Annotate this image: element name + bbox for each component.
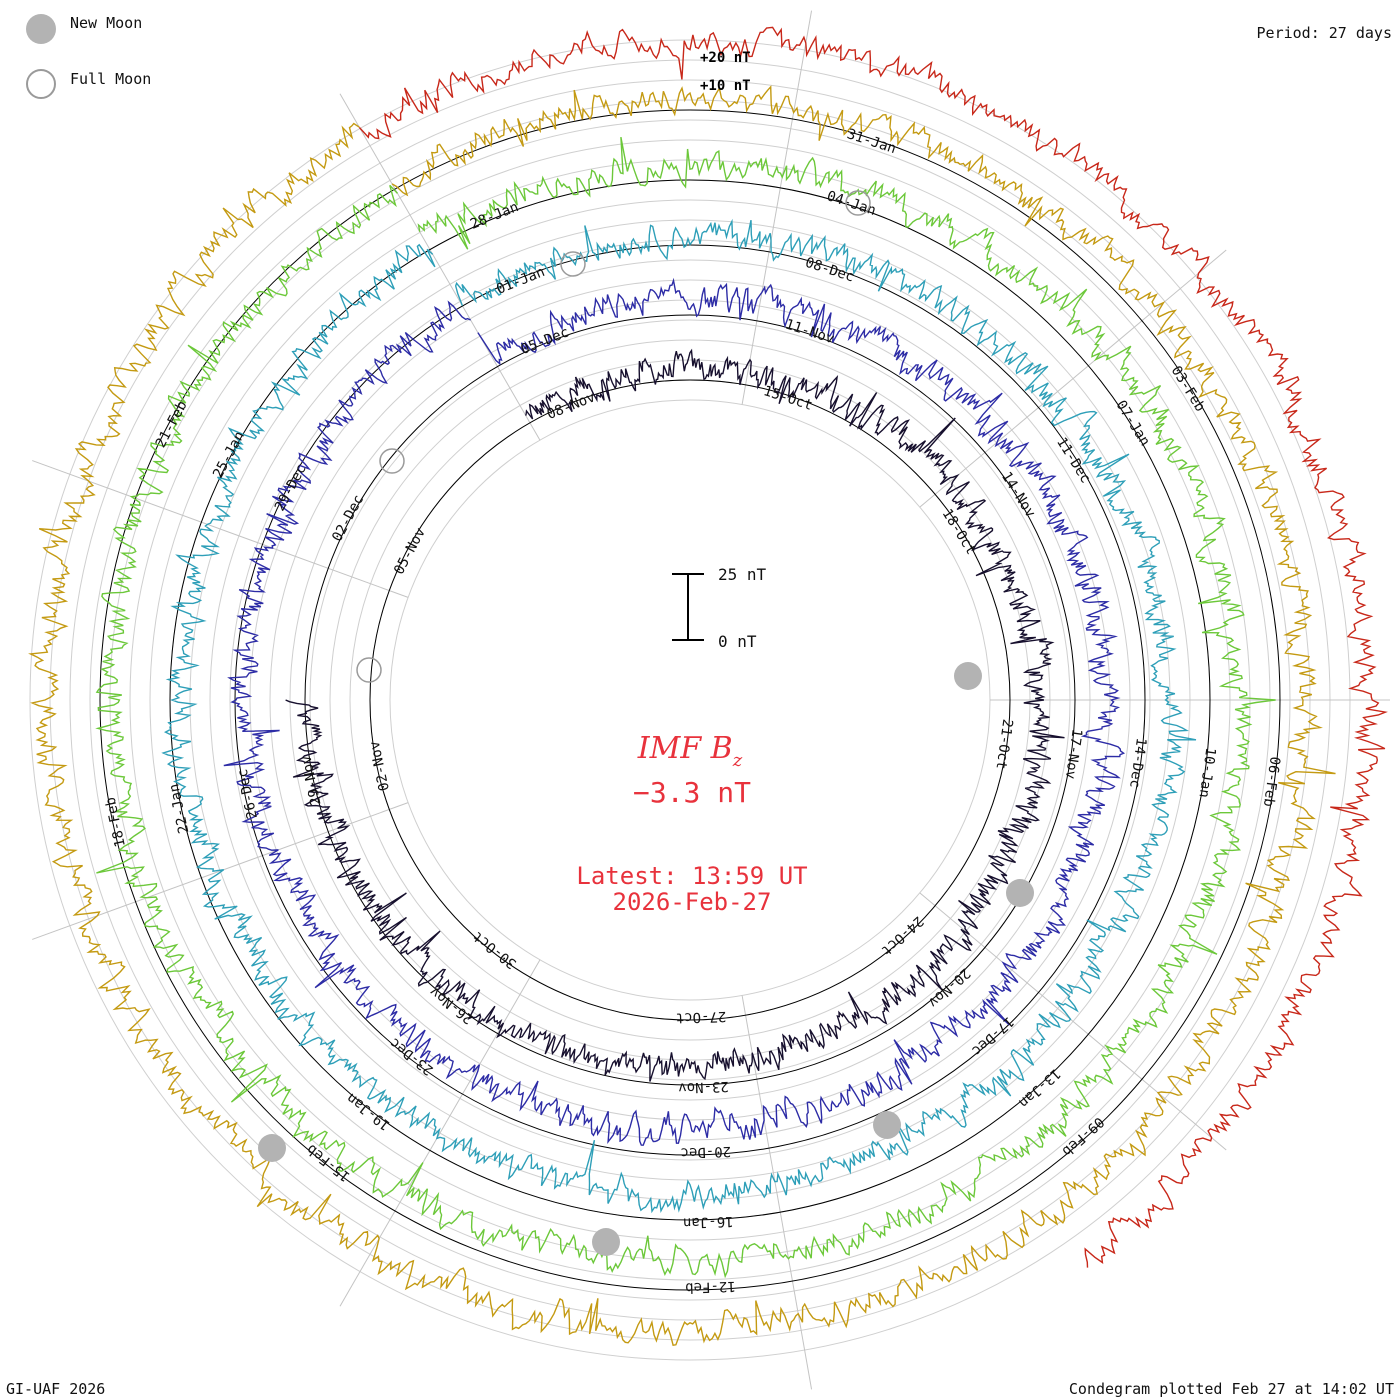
ring-label-plus20: +20 nT — [700, 50, 751, 66]
ring-label-plus10: +10 nT — [700, 78, 751, 94]
center-title: IMF Bz — [637, 731, 743, 771]
footer-plotted: Condegram plotted Feb 27 at 14:02 UT — [1069, 1380, 1394, 1398]
grid-spokes — [32, 10, 1390, 1390]
new-moon-marker — [1006, 879, 1034, 907]
moon-markers — [258, 190, 1034, 1256]
grid-spoke — [32, 460, 409, 598]
grid-circle — [269, 279, 1111, 1121]
date-label: 22-Jan — [166, 782, 192, 835]
grid-spoke — [339, 93, 541, 441]
legend-full-moon: Full Moon — [70, 70, 151, 88]
center-value: −3.3 nT — [633, 776, 751, 809]
bz-trace-cycle-1 — [285, 348, 1065, 1082]
new-moon-marker — [592, 1228, 620, 1256]
date-label: 06-Feb — [1260, 756, 1283, 808]
center-title-main: IMF B — [637, 731, 733, 766]
new-moon-marker — [258, 1134, 286, 1162]
latest-date: 2026-Feb-27 — [613, 888, 772, 916]
date-label: 14-Nov — [998, 469, 1038, 520]
legend-new-moon: New Moon — [70, 14, 142, 32]
date-label: 02-Nov — [367, 740, 393, 793]
full-moon-marker — [560, 251, 586, 277]
full-moon-marker — [845, 190, 871, 216]
new-moon-marker — [954, 662, 982, 690]
zero-reference-circle — [169, 179, 1211, 1221]
new-moon-marker — [873, 1111, 901, 1139]
grid-circle — [349, 359, 1031, 1041]
period-label: Period: 27 days — [1257, 24, 1392, 42]
grid-spoke — [919, 249, 1227, 508]
zero-reference-circle — [369, 379, 1011, 1021]
scale-bar-top-label: 25 nT — [718, 565, 767, 584]
date-label: 20-Dec — [680, 1143, 731, 1161]
date-label: 20-Nov — [925, 965, 973, 1011]
date-label: 12-Feb — [685, 1278, 736, 1296]
date-label: 02-Dec — [329, 492, 367, 544]
bz-trace-cycle-6 — [358, 26, 1388, 1268]
bz-trace-cycle-5 — [28, 85, 1336, 1346]
full-moon-marker — [356, 657, 382, 683]
zero-reference-circle — [304, 314, 1076, 1086]
date-label: 07-Jan — [1113, 398, 1153, 449]
date-label: 23-Nov — [678, 1078, 729, 1096]
date-label: 17-Nov — [1062, 728, 1085, 780]
grid-spoke — [339, 959, 541, 1307]
grid-spoke — [919, 892, 1227, 1151]
date-label: 05-Nov — [391, 525, 429, 577]
bz-trace-cycle-2 — [223, 277, 1126, 1146]
date-label: 27-Oct — [675, 1008, 726, 1026]
date-label: 31-Jan — [845, 126, 898, 157]
bz-trace-cycle-4 — [95, 136, 1276, 1279]
full-moon-marker — [379, 448, 405, 474]
zero-reference-circle — [99, 109, 1281, 1291]
grid-spoke — [741, 10, 813, 405]
date-label: 10-Jan — [1196, 747, 1219, 799]
date-label: 14-Dec — [1126, 737, 1149, 789]
new-moon-icon — [26, 14, 56, 44]
date-label: 11-Nov — [783, 316, 836, 347]
date-label: 16-Jan — [683, 1213, 734, 1231]
full-moon-icon — [26, 69, 56, 99]
date-label: 13-Jan — [1015, 1065, 1063, 1111]
date-label: 26-Dec — [235, 768, 261, 821]
scale-bar: 25 nT 0 nT — [672, 565, 767, 651]
footer-credit: GI-UAF 2026 — [6, 1380, 105, 1398]
latest-time: Latest: 13:59 UT — [576, 862, 807, 890]
date-label: 05-Dec — [519, 324, 572, 358]
bz-trace-cycle-3 — [161, 218, 1197, 1214]
date-label: 21-Oct — [993, 718, 1016, 770]
grid-spoke — [32, 802, 409, 940]
scale-bar-bottom-label: 0 nT — [718, 632, 757, 651]
date-label: 18-Oct — [939, 506, 979, 557]
bz-traces — [28, 26, 1388, 1346]
center-title-sub: z — [732, 750, 743, 771]
grid-spoke — [741, 995, 813, 1390]
date-label: 25-Jan — [210, 429, 248, 481]
